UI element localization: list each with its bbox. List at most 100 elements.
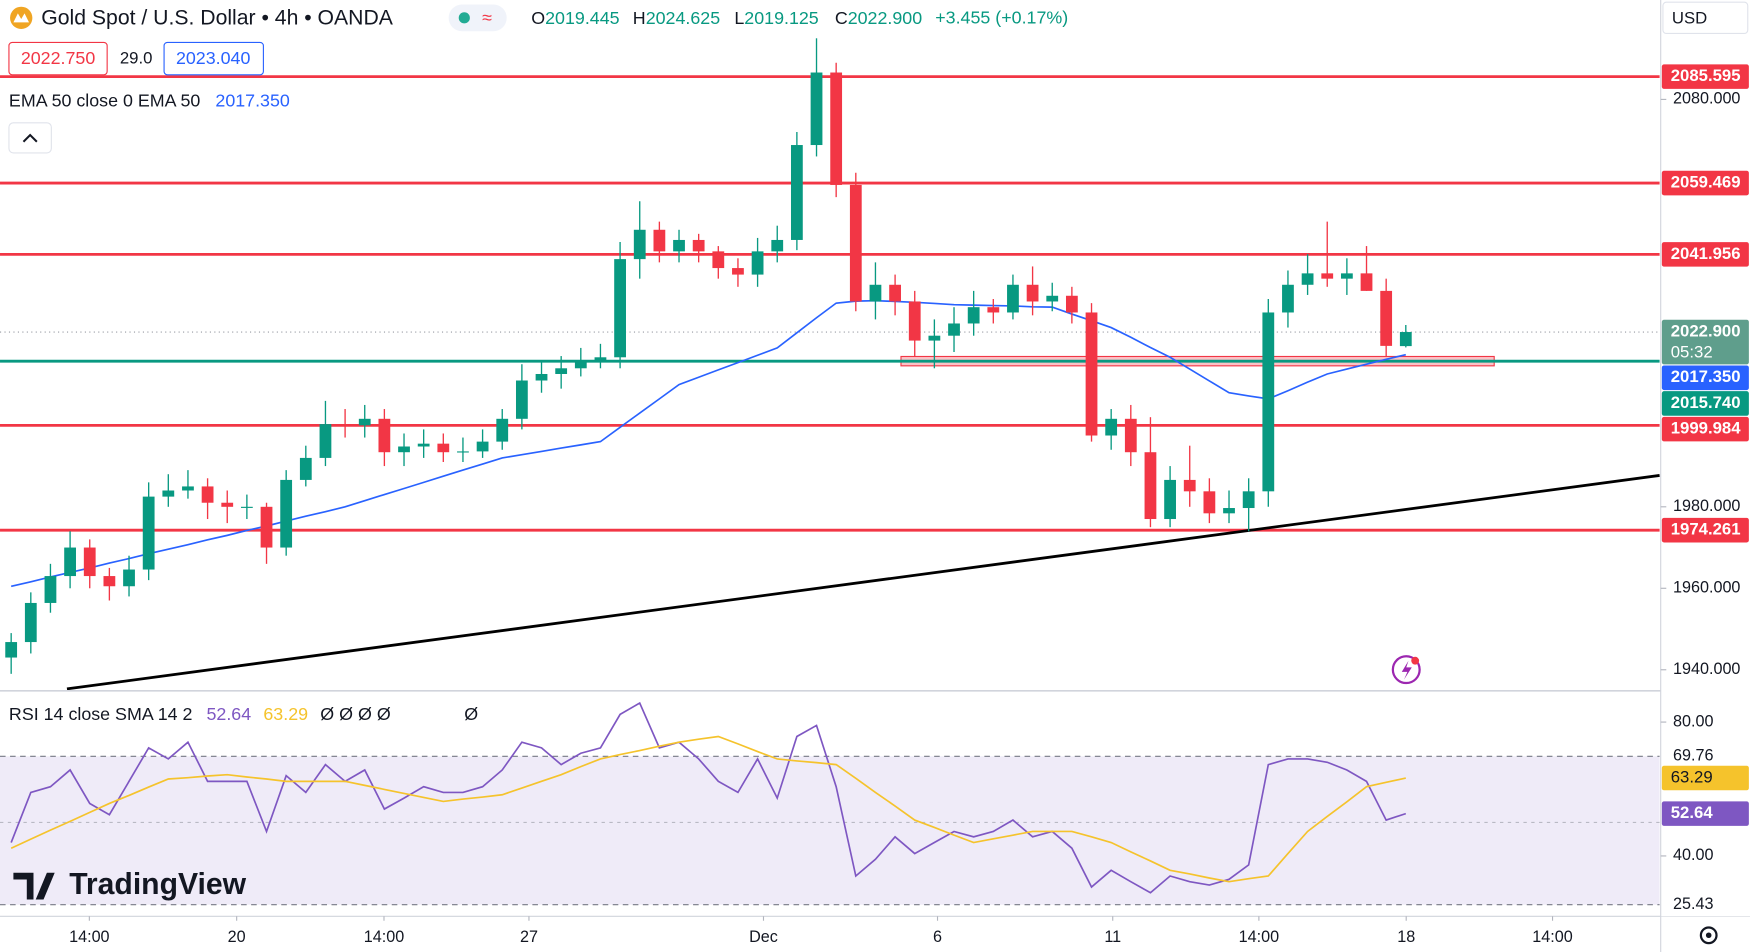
rsi-band: [0, 756, 1660, 905]
ohlc-high: H2024.625: [633, 8, 720, 28]
candle-body: [339, 424, 351, 426]
price-label-box: [1661, 517, 1749, 543]
candle-body: [437, 443, 450, 453]
candle-body: [771, 239, 784, 252]
status-icon: ≈: [482, 8, 492, 28]
rsi-legend-value: 52.64: [206, 704, 251, 724]
candle-body: [398, 446, 410, 453]
candle-body: [1242, 491, 1255, 509]
rsi-sma-legend-value: 63.29: [263, 704, 308, 724]
candle-body: [535, 373, 548, 381]
currency: USD: [1672, 8, 1707, 27]
y-tick-label: 1960.000: [1673, 579, 1740, 597]
ohlc-value: 2024.625: [646, 8, 721, 28]
x-tick-label: 14:00: [1532, 928, 1572, 946]
candle-body: [1282, 284, 1294, 313]
x-tick-label: 20: [228, 928, 246, 946]
rsi-legend-extra: Ø: [464, 704, 478, 724]
candle-body: [1321, 273, 1334, 279]
collapse-chevron: [22, 133, 38, 143]
x-tick-label: Dec: [749, 928, 778, 946]
bid-button[interactable]: [8, 41, 108, 76]
candle-body: [1124, 418, 1137, 453]
rsi-tick-label: 80.00: [1673, 712, 1713, 730]
status-pill[interactable]: [448, 4, 507, 32]
candle-body: [515, 380, 528, 419]
rsi-label: 63.29: [1671, 767, 1713, 786]
rsi-label-box: [1661, 801, 1749, 826]
candle-body: [574, 360, 587, 369]
settings-icon[interactable]: [1699, 926, 1718, 945]
collapse-button[interactable]: [8, 122, 52, 154]
candle-body: [1380, 290, 1393, 346]
candle-body: [889, 284, 901, 302]
symbol-title[interactable]: Gold Spot / U.S. Dollar • 4h • OANDA: [41, 7, 393, 30]
price-label-box: [1661, 416, 1749, 442]
price-label: 1999.984: [1671, 419, 1741, 438]
candle-body: [1046, 295, 1059, 302]
bid-price: 2022.750: [21, 48, 96, 68]
candle-body: [1223, 508, 1235, 514]
rsi-label-box: [1661, 765, 1749, 791]
price-label: 2017.350: [1671, 367, 1741, 386]
alert-icon-dot: [1411, 656, 1420, 665]
rsi-pane: [0, 701, 1660, 906]
y-tick-label: 1940.000: [1673, 660, 1740, 678]
ask-price: 2023.040: [176, 48, 251, 68]
price-label-box: [1661, 170, 1749, 196]
header: Gold Spot / U.S. Dollar • 4h • OANDA ≈ O…: [8, 1, 1749, 945]
ema-legend-value: 2017.350: [215, 90, 290, 110]
candle-body: [162, 490, 175, 497]
x-tick-label: 14:00: [1239, 928, 1279, 946]
candle-body: [319, 424, 332, 458]
ema-line: [10, 299, 1406, 588]
rsi-label: 52.64: [1671, 803, 1714, 822]
candle-body: [849, 184, 862, 302]
settings-icon-center: [1705, 932, 1712, 939]
price-label: 2015.740: [1671, 393, 1741, 412]
price-label-box: [1661, 319, 1749, 365]
candle-body: [555, 368, 568, 374]
candle-body: [280, 479, 293, 548]
candle-body: [614, 259, 626, 358]
ask-button[interactable]: [163, 41, 264, 76]
candle-body: [673, 239, 685, 252]
x-tick-label: 18: [1397, 928, 1415, 946]
candle-body: [653, 229, 666, 252]
rsi-legend: RSI 14 close SMA 14 2: [9, 704, 193, 724]
currency-button[interactable]: [1662, 1, 1749, 35]
price-axis: 2080.000 1980.000 1960.000 1940.000 2085.595…: [1660, 64, 1749, 913]
candle-body: [476, 441, 489, 452]
candle-body: [692, 239, 705, 252]
candle-body: [123, 569, 135, 587]
price-label-box: [1661, 391, 1749, 416]
candle-body: [1105, 418, 1118, 436]
x-tick-label: 14:00: [364, 928, 404, 946]
candle-body: [790, 145, 803, 240]
brand-logo: [13, 872, 55, 900]
candle-body: [1085, 312, 1098, 436]
candle-body: [378, 418, 391, 453]
price-pane: [0, 38, 1660, 691]
candle-body: [1144, 452, 1157, 520]
candle-body: [496, 418, 509, 442]
candle-body: [810, 72, 823, 146]
price-axis-bg: [1660, 0, 1750, 917]
candle-body: [182, 486, 194, 491]
rsi-band-label: 69.76: [1673, 747, 1713, 765]
candle-body: [24, 602, 37, 643]
candle-body: [64, 547, 76, 577]
ohlc-value: 2022.900: [848, 8, 923, 28]
rsi-band-label: 25.43: [1673, 895, 1713, 913]
candle-body: [751, 251, 764, 275]
candle-body: [869, 284, 882, 302]
alert-icon[interactable]: [1391, 655, 1421, 685]
price-label: 1974.261: [1671, 520, 1741, 539]
candle-body: [967, 307, 980, 324]
rsi-sma-line: [10, 735, 1406, 883]
rsi-legend-extra: Ø Ø Ø Ø: [320, 704, 391, 724]
spread: 29.0: [120, 49, 153, 68]
